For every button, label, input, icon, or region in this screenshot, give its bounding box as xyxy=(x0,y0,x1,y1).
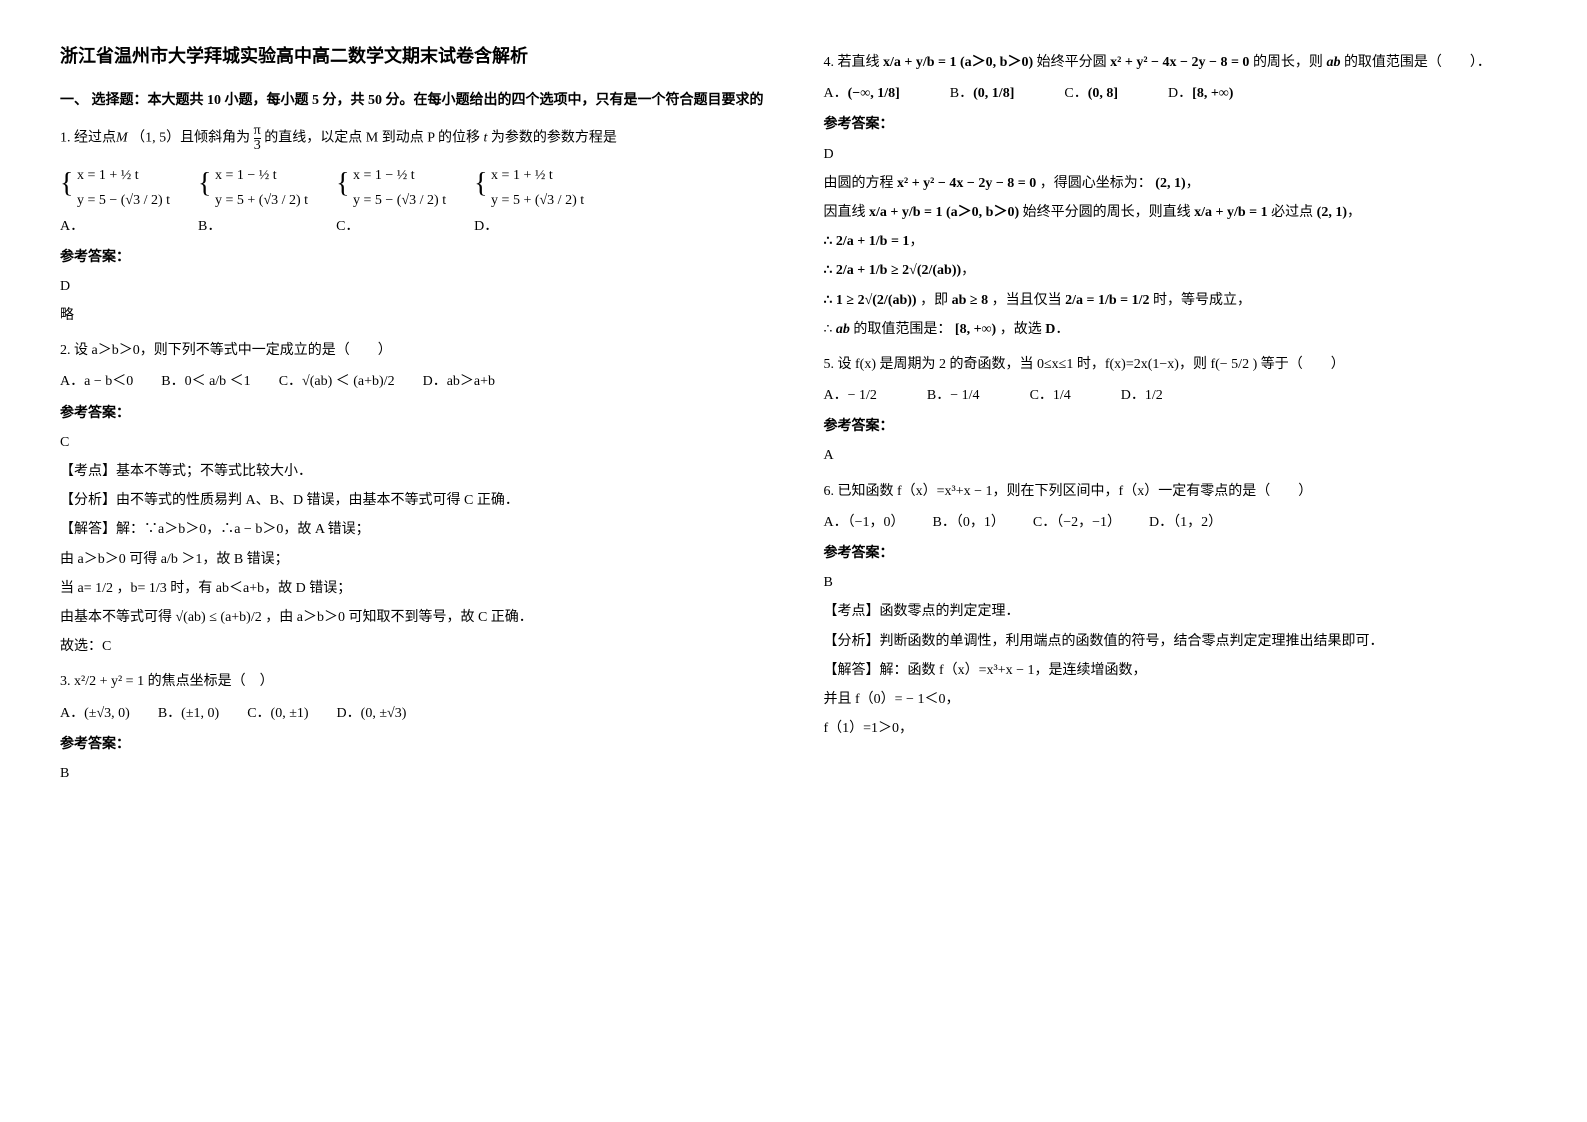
q6-jd2: 并且 f（0）= − 1＜0， xyxy=(824,687,1528,712)
title: 浙江省温州市大学拜城实验高中高二数学文期末试卷含解析 xyxy=(60,40,764,72)
q3-ans: B xyxy=(60,761,764,786)
q4-s6: ∴ ab 的取值范围是： [8, +∞) ，故选 D． xyxy=(824,317,1528,342)
section-1-head: 一、 选择题：本大题共 10 小题，每小题 5 分，共 50 分。在每小题给出的… xyxy=(60,88,764,113)
q5-stem: 5. 设 f(x) 是周期为 2 的奇函数，当 0≤x≤1 时，f(x)=2x(… xyxy=(824,352,1528,377)
q4-opt-a: A．(−∞, 1/8] xyxy=(824,81,900,106)
q5-options: A．− 1/2 B．− 1/4 C．1/4 D．1/2 xyxy=(824,383,1528,408)
q6-ans-label: 参考答案： xyxy=(824,541,1528,566)
q4-s4: ∴ 2/a + 1/b ≥ 2√(2/(ab))， xyxy=(824,258,1528,283)
left-column: 浙江省温州市大学拜城实验高中高二数学文期末试卷含解析 一、 选择题：本大题共 1… xyxy=(60,40,764,796)
q4-ans-label: 参考答案： xyxy=(824,112,1528,137)
q1-opt-d: { x = 1 + ½ t y = 5 + (√3 / 2) t D． xyxy=(474,159,584,239)
q3-opt-b: B．(±1, 0) xyxy=(158,701,219,726)
q4-s5: ∴ 1 ≥ 2√(2/(ab)) ，即 ab ≥ 8 ，当且仅当 2/a = 1… xyxy=(824,288,1528,313)
q2-opt-c: C．√(ab) ＜ (a+b)/2 xyxy=(279,369,395,394)
q5-opt-c: C．1/4 xyxy=(1030,383,1071,408)
q2-ans-label: 参考答案： xyxy=(60,401,764,426)
q2-opt-d: D．ab＞a+b xyxy=(423,369,495,394)
q1-opt-b: { x = 1 − ½ t y = 5 + (√3 / 2) t B． xyxy=(198,159,308,239)
page: 浙江省温州市大学拜城实验高中高二数学文期末试卷含解析 一、 选择题：本大题共 1… xyxy=(60,40,1527,796)
q2-kd: 【考点】基本不等式；不等式比较大小． xyxy=(60,459,764,484)
q6-jd1: 【解答】解：函数 f（x）=x³+x − 1，是连续增函数， xyxy=(824,658,1528,683)
q3-opt-c: C．(0, ±1) xyxy=(247,701,308,726)
q4-stem: 4. 若直线 x/a + y/b = 1 (a＞0, b＞0) 始终平分圆 x²… xyxy=(824,50,1528,75)
q6-kd: 【考点】函数零点的判定定理． xyxy=(824,599,1528,624)
q5-opt-a: A．− 1/2 xyxy=(824,383,877,408)
q5-opt-b: B．− 1/4 xyxy=(927,383,980,408)
q3-opt-a: A．(±√3, 0) xyxy=(60,701,130,726)
q2-jd5: 故选：C xyxy=(60,634,764,659)
q2-options: A．a − b＜0 B．0＜ a/b ＜1 C．√(ab) ＜ (a+b)/2 … xyxy=(60,369,764,394)
q5-ans-label: 参考答案： xyxy=(824,414,1528,439)
q6-opt-c: C．（−2，−1） xyxy=(1033,510,1121,535)
q2-jd4: 由基本不等式可得 √(ab) ≤ (a+b)/2 ，由 a＞b＞0 可知取不到等… xyxy=(60,605,764,630)
q3-stem: 3. x²/2 + y² = 1 的焦点坐标是（ ） xyxy=(60,669,764,694)
q1-stem: 1. 经过点M （1, 5）且倾斜角为 π 3 的直线，以定点 M 到动点 P … xyxy=(60,124,764,153)
q4-ans: D xyxy=(824,142,1528,167)
q6-stem: 6. 已知函数 f（x）=x³+x − 1，则在下列区间中，f（x）一定有零点的… xyxy=(824,479,1528,504)
q1-ans-label: 参考答案： xyxy=(60,245,764,270)
q2-jd3: 当 a= 1/2 ，b= 1/3 时，有 ab＜a+b，故 D 错误； xyxy=(60,576,764,601)
q6-ans: B xyxy=(824,570,1528,595)
q4-s2: 因直线 x/a + y/b = 1 (a＞0, b＞0) 始终平分圆的周长，则直… xyxy=(824,200,1528,225)
q2-ans: C xyxy=(60,430,764,455)
q6-opt-b: B．（0，1） xyxy=(933,510,1005,535)
q5-ans: A xyxy=(824,443,1528,468)
q2-opt-b: B．0＜ a/b ＜1 xyxy=(161,369,250,394)
question-4: 4. 若直线 x/a + y/b = 1 (a＞0, b＞0) 始终平分圆 x²… xyxy=(824,50,1528,342)
q3-ans-label: 参考答案： xyxy=(60,732,764,757)
q3-options: A．(±√3, 0) B．(±1, 0) C．(0, ±1) D．(0, ±√3… xyxy=(60,701,764,726)
q1-opt-a: { x = 1 + ½ t y = 5 − (√3 / 2) t A． xyxy=(60,159,170,239)
q4-options: A．(−∞, 1/8] B．(0, 1/8] C．(0, 8] D．[8, +∞… xyxy=(824,81,1528,106)
q2-opt-a: A．a − b＜0 xyxy=(60,369,133,394)
q2-jd1: 【解答】解：∵a＞b＞0，∴a − b＞0，故 A 错误； xyxy=(60,517,764,542)
q4-opt-b: B．(0, 1/8] xyxy=(950,81,1015,106)
q6-options: A．（−1，0） B．（0，1） C．（−2，−1） D．（1，2） xyxy=(824,510,1528,535)
question-6: 6. 已知函数 f（x）=x³+x − 1，则在下列区间中，f（x）一定有零点的… xyxy=(824,479,1528,742)
question-3: 3. x²/2 + y² = 1 的焦点坐标是（ ） A．(±√3, 0) B．… xyxy=(60,669,764,786)
q3-opt-d: D．(0, ±√3) xyxy=(337,701,407,726)
q4-s3: ∴ 2/a + 1/b = 1， xyxy=(824,229,1528,254)
question-1: 1. 经过点M （1, 5）且倾斜角为 π 3 的直线，以定点 M 到动点 P … xyxy=(60,124,764,329)
q1-opt-c: { x = 1 − ½ t y = 5 − (√3 / 2) t C． xyxy=(336,159,446,239)
right-column: 4. 若直线 x/a + y/b = 1 (a＞0, b＞0) 始终平分圆 x²… xyxy=(824,40,1528,796)
q6-fx: 【分析】判断函数的单调性，利用端点的函数值的符号，结合零点判定定理推出结果即可． xyxy=(824,629,1528,654)
q1-ans: D xyxy=(60,274,764,299)
q1-options: { x = 1 + ½ t y = 5 − (√3 / 2) t A． { x … xyxy=(60,159,764,239)
q4-s1: 由圆的方程 x² + y² − 4x − 2y − 8 = 0 ，得圆心坐标为：… xyxy=(824,171,1528,196)
q2-stem: 2. 设 a＞b＞0，则下列不等式中一定成立的是（ ） xyxy=(60,338,764,363)
q6-opt-d: D．（1，2） xyxy=(1149,510,1222,535)
question-2: 2. 设 a＞b＞0，则下列不等式中一定成立的是（ ） A．a − b＜0 B．… xyxy=(60,338,764,659)
q2-jd2: 由 a＞b＞0 可得 a/b ＞1，故 B 错误； xyxy=(60,547,764,572)
q5-opt-d: D．1/2 xyxy=(1121,383,1163,408)
q1-ans-note: 略 xyxy=(60,303,764,328)
q4-opt-d: D．[8, +∞) xyxy=(1168,81,1233,106)
q4-opt-c: C．(0, 8] xyxy=(1064,81,1118,106)
q2-fx: 【分析】由不等式的性质易判 A、B、D 错误，由基本不等式可得 C 正确． xyxy=(60,488,764,513)
q6-jd3: f（1）=1＞0， xyxy=(824,716,1528,741)
question-5: 5. 设 f(x) 是周期为 2 的奇函数，当 0≤x≤1 时，f(x)=2x(… xyxy=(824,352,1528,469)
q6-opt-a: A．（−1，0） xyxy=(824,510,905,535)
